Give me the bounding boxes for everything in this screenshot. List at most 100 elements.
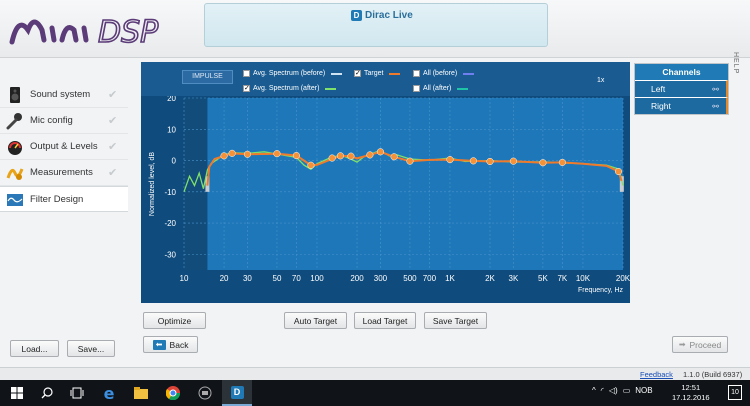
channel-left[interactable]: Left ⚯ <box>635 80 728 97</box>
proceed-label: Proceed <box>689 339 722 350</box>
optimize-button[interactable]: Optimize <box>143 312 206 329</box>
auto-target-button[interactable]: Auto Target <box>284 312 347 329</box>
sidebar-item-output-levels[interactable]: Output & Levels ✔ <box>0 134 128 160</box>
target-control-point <box>539 159 547 167</box>
task-view-button[interactable] <box>62 380 92 406</box>
sidebar-item-label: Sound system <box>30 89 91 100</box>
y-tick-label: -30 <box>164 250 176 259</box>
legend-label: Avg. Spectrum (before) <box>253 70 326 77</box>
dirac-icon: D <box>230 385 244 399</box>
x-tick-label: 70 <box>292 274 301 283</box>
x-tick-label: 20K <box>616 274 630 283</box>
all-after-checkbox[interactable] <box>413 85 420 92</box>
target-control-point <box>328 154 336 162</box>
sidebar-item-filter-design[interactable]: Filter Design <box>0 186 128 212</box>
check-icon: ✔ <box>108 141 118 153</box>
search-button[interactable] <box>32 380 62 406</box>
all-before-checkbox[interactable] <box>413 70 420 77</box>
x-tick-label: 20 <box>220 274 229 283</box>
clock[interactable]: 12:51 17.12.2016 <box>672 383 710 403</box>
search-icon <box>41 387 53 399</box>
feedback-link[interactable]: Feedback <box>640 370 673 379</box>
arrow-left-icon: ⬅ <box>152 339 166 350</box>
x-tick-label: 100 <box>310 274 324 283</box>
measurement-icon <box>6 168 24 180</box>
check-icon: ✔ <box>108 89 118 101</box>
legend-all-after[interactable]: All (after) <box>413 85 469 92</box>
target-control-point <box>336 152 344 160</box>
frequency-response-chart[interactable]: 10 20 30 50 70 100 200 300 500 700 1K 2K 3K 5K 7K 10K 20… <box>141 96 630 303</box>
dirac-live-logo: D Dirac Live <box>351 10 413 21</box>
channel-right[interactable]: Right ⚯ <box>635 97 728 114</box>
folder-icon <box>134 387 148 399</box>
x-tick-label: 3K <box>509 274 519 283</box>
save-button[interactable]: Save... <box>67 340 115 357</box>
sidebar-item-mic-config[interactable]: Mic config ✔ <box>0 108 128 134</box>
target-checkbox[interactable]: ✓ <box>354 70 361 77</box>
zoom-level: 1x <box>597 77 605 84</box>
proceed-button[interactable]: ➡ Proceed <box>672 336 728 353</box>
legend-all-before[interactable]: All (before) <box>413 70 475 77</box>
back-button[interactable]: ⬅ Back <box>143 336 198 353</box>
impulse-button[interactable]: IMPULSE <box>182 70 233 84</box>
sidebar-item-measurements[interactable]: Measurements ✔ <box>0 160 128 186</box>
volume-icon[interactable]: ◁) <box>608 386 618 395</box>
x-tick-label: 500 <box>403 274 417 283</box>
monitor-icon[interactable]: ▭ <box>622 386 631 395</box>
legend-swatch <box>331 72 343 75</box>
x-tick-label: 300 <box>374 274 388 283</box>
app-icon <box>198 386 212 400</box>
load-button[interactable]: Load... <box>10 340 59 357</box>
target-control-point <box>558 158 566 166</box>
notification-center[interactable]: 10 <box>728 385 742 400</box>
taskbar-explorer[interactable] <box>126 380 156 406</box>
y-axis-label: Normalized level, dB <box>149 152 156 217</box>
save-target-button[interactable]: Save Target <box>424 312 487 329</box>
status-bar: Feedback 1.1.0 (Build 6937) <box>0 367 750 380</box>
avg-before-checkbox[interactable] <box>243 70 250 77</box>
x-tick-label: 10K <box>576 274 591 283</box>
x-tick-label: 7K <box>557 274 567 283</box>
legend-target[interactable]: ✓ Target <box>354 70 401 77</box>
wifi-icon[interactable]: ◜ <box>600 386 604 395</box>
taskbar-chrome[interactable] <box>158 380 188 406</box>
check-icon: ✔ <box>108 115 118 127</box>
link-icon[interactable]: ⚯ <box>712 84 719 94</box>
link-icon[interactable]: ⚯ <box>712 101 719 111</box>
filter-icon <box>7 194 23 206</box>
target-control-point <box>347 152 355 160</box>
taskbar-app[interactable] <box>190 380 220 406</box>
language-indicator[interactable]: NOB <box>635 386 653 395</box>
x-tick-label: 30 <box>243 274 252 283</box>
avg-after-checkbox[interactable]: ✓ <box>243 85 250 92</box>
legend-swatch <box>389 72 401 75</box>
target-control-point <box>273 150 281 158</box>
load-target-button[interactable]: Load Target <box>354 312 416 329</box>
dirac-icon: D <box>351 10 362 21</box>
legend-avg-before[interactable]: Avg. Spectrum (before) <box>243 70 343 77</box>
y-tick-label: -10 <box>164 188 176 197</box>
y-tick-label: 10 <box>167 125 176 134</box>
check-icon: ✔ <box>108 167 118 179</box>
sidebar-item-label: Output & Levels <box>30 141 98 152</box>
filter-design-plot: IMPULSE Avg. Spectrum (before) ✓ Avg. Sp… <box>141 62 630 303</box>
help-tab[interactable]: HELP <box>732 52 739 75</box>
sidebar-item-sound-system[interactable]: Sound system ✔ <box>0 82 128 108</box>
y-tick-label: -20 <box>164 219 176 228</box>
start-button[interactable] <box>2 380 32 406</box>
x-tick-label: 2K <box>485 274 495 283</box>
header: DSP D Dirac Live HELP <box>0 0 750 74</box>
edge-icon: e <box>103 383 115 403</box>
plot-toolbar: IMPULSE Avg. Spectrum (before) ✓ Avg. Sp… <box>141 62 630 96</box>
target-control-point <box>509 157 517 165</box>
legend-label: Avg. Spectrum (after) <box>253 85 320 92</box>
y-tick-label: 20 <box>167 96 176 103</box>
legend-avg-after[interactable]: ✓ Avg. Spectrum (after) <box>243 85 337 92</box>
taskbar-edge[interactable]: e <box>94 380 124 406</box>
system-tray: ^ ◜ ◁) ▭ NOB <box>592 386 653 395</box>
chevron-up-icon[interactable]: ^ <box>592 386 596 395</box>
legend-swatch <box>463 72 475 75</box>
taskbar-dirac-live[interactable]: D <box>222 380 252 406</box>
target-control-point <box>228 149 236 157</box>
x-tick-label: 200 <box>350 274 364 283</box>
